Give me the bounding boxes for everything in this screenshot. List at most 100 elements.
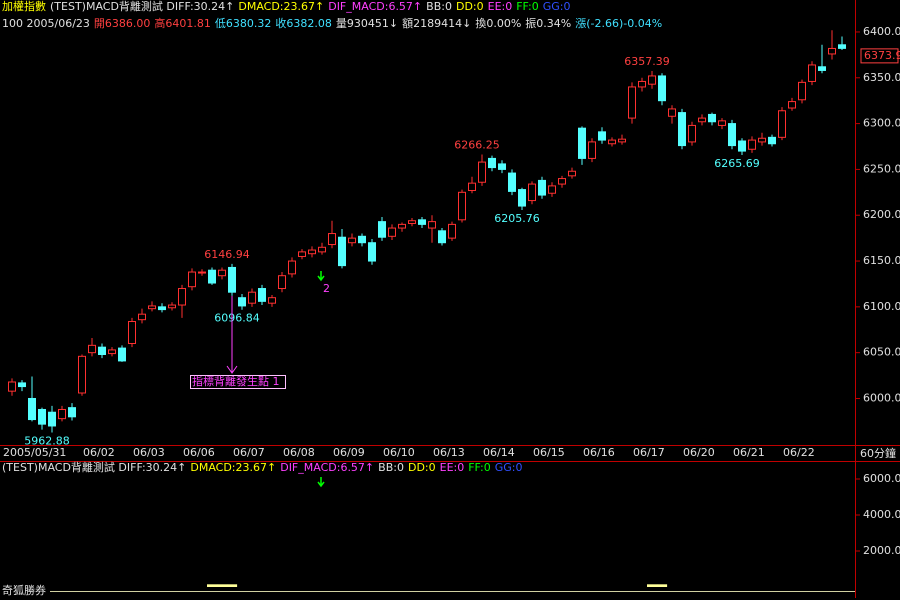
- indicator-bar: [207, 584, 218, 587]
- last-price-box: [860, 48, 899, 64]
- candle-body: [708, 113, 716, 123]
- candle-body: [58, 408, 66, 420]
- x-tick-label: 06/21: [733, 446, 765, 459]
- candle-body: [558, 178, 566, 185]
- x-tick-label: 06/22: [783, 446, 815, 459]
- candle-body: [568, 170, 576, 177]
- x-tick-label: 06/08: [283, 446, 315, 459]
- candle-body: [798, 81, 806, 101]
- candle-body: [368, 242, 376, 262]
- interval-label: 60分鐘: [860, 446, 896, 460]
- x-tick-label: 2005/05/31: [3, 446, 66, 459]
- candle-body: [518, 189, 526, 207]
- y-tick-label: 6350.0: [863, 71, 900, 84]
- x-tick-label: 06/20: [683, 446, 715, 459]
- candle-body: [148, 305, 156, 310]
- candle-body: [18, 382, 26, 388]
- header-item: 換0.00%: [475, 17, 521, 30]
- y-tick-label: 6000.0: [863, 391, 900, 404]
- candle-body: [98, 346, 106, 356]
- candle-body: [388, 227, 396, 237]
- extreme-label: 6146.94: [204, 248, 250, 261]
- y-tick-label: 6200.0: [863, 208, 900, 221]
- extreme-label: 6357.39: [624, 55, 670, 68]
- candle-body: [248, 291, 256, 304]
- header-line: 100 2005/06/23 開6386.00 高6401.81 低6380.32 收6…: [2, 16, 662, 30]
- candle-body: [298, 251, 306, 257]
- candle-body: [478, 161, 486, 183]
- candle-body: [528, 183, 536, 202]
- x-tick-label: 06/06: [183, 446, 215, 459]
- header-item: DIF_MACD:6.57↑: [328, 0, 422, 13]
- indicator-bar: [227, 584, 238, 587]
- candle-body: [778, 110, 786, 138]
- header-item: GG:0: [495, 461, 523, 474]
- y-tick-label: 6150.0: [863, 254, 900, 267]
- annotation-box: [190, 375, 286, 389]
- x-tick-label: 06/17: [633, 446, 665, 459]
- y-tick-label: 6250.0: [863, 162, 900, 175]
- header-item: 開6386.00: [94, 17, 151, 30]
- extreme-label: 6205.76: [494, 212, 540, 225]
- candle-body: [108, 349, 116, 355]
- annotation-text: 指標背離發生點 1: [192, 374, 280, 388]
- candle-body: [38, 408, 46, 425]
- candle-body: [378, 221, 386, 238]
- candle-body: [338, 236, 346, 267]
- x-tick-label: 06/15: [533, 446, 565, 459]
- candle-body: [808, 64, 816, 82]
- candle-body: [228, 266, 236, 293]
- annotation-arrowhead: [226, 365, 238, 374]
- header-item: 漲(-2.66)-0.04%: [575, 17, 662, 30]
- candle-body: [28, 397, 36, 421]
- candle-body: [188, 271, 196, 288]
- candle-body: [828, 47, 836, 55]
- candle-body: [8, 381, 16, 392]
- y-tick-label: 6050.0: [863, 346, 900, 359]
- extreme-label: 6096.84: [214, 312, 260, 325]
- candle-body: [658, 75, 666, 102]
- candle-body: [588, 141, 596, 159]
- y-tick-label: 2000.0: [863, 544, 900, 557]
- candle-body: [308, 249, 316, 255]
- header-item: 額2189414↓: [402, 17, 471, 30]
- y-tick-label: 4000.0: [863, 508, 900, 521]
- header-item: DMACD:23.67↑: [190, 461, 276, 474]
- last-price: 6373.9: [864, 49, 900, 62]
- header-item: DD:0: [408, 461, 436, 474]
- candle-body: [318, 246, 326, 253]
- candle-body: [468, 182, 476, 191]
- signal-arrow: [317, 271, 325, 282]
- candle-body: [628, 86, 636, 119]
- header-item: FF:0: [516, 0, 539, 13]
- candle-body: [208, 269, 216, 284]
- candle-body: [238, 297, 246, 307]
- candle-body: [138, 313, 146, 321]
- y-tick-label: 6100.0: [863, 300, 900, 313]
- x-tick-label: 06/16: [583, 446, 615, 459]
- x-tick-label: 06/03: [133, 446, 165, 459]
- candle-body: [578, 127, 586, 159]
- candle-body: [128, 321, 136, 345]
- candle-body: [78, 355, 86, 394]
- candle-body: [118, 347, 126, 362]
- annotation-text: 2: [323, 282, 330, 295]
- candle-body: [168, 304, 176, 309]
- header-item: 加權指數: [2, 0, 46, 13]
- candle-body: [268, 297, 276, 304]
- header-item: FF:0: [468, 461, 491, 474]
- x-tick-label: 06/13: [433, 446, 465, 459]
- y-tick-label: 6300.0: [863, 117, 900, 130]
- candle-body: [428, 221, 436, 229]
- extreme-label: 6266.25: [454, 139, 500, 152]
- candle-body: [458, 191, 466, 221]
- candle-body: [258, 288, 266, 302]
- header-item: 100 2005/06/23: [2, 17, 90, 30]
- signal-arrow: [317, 477, 325, 488]
- candle-body: [438, 230, 446, 244]
- header-item: 振0.34%: [525, 16, 571, 30]
- candle-body: [818, 66, 826, 71]
- header-item: (TEST)MACD背離測試 DIFF:30.24↑: [50, 0, 234, 13]
